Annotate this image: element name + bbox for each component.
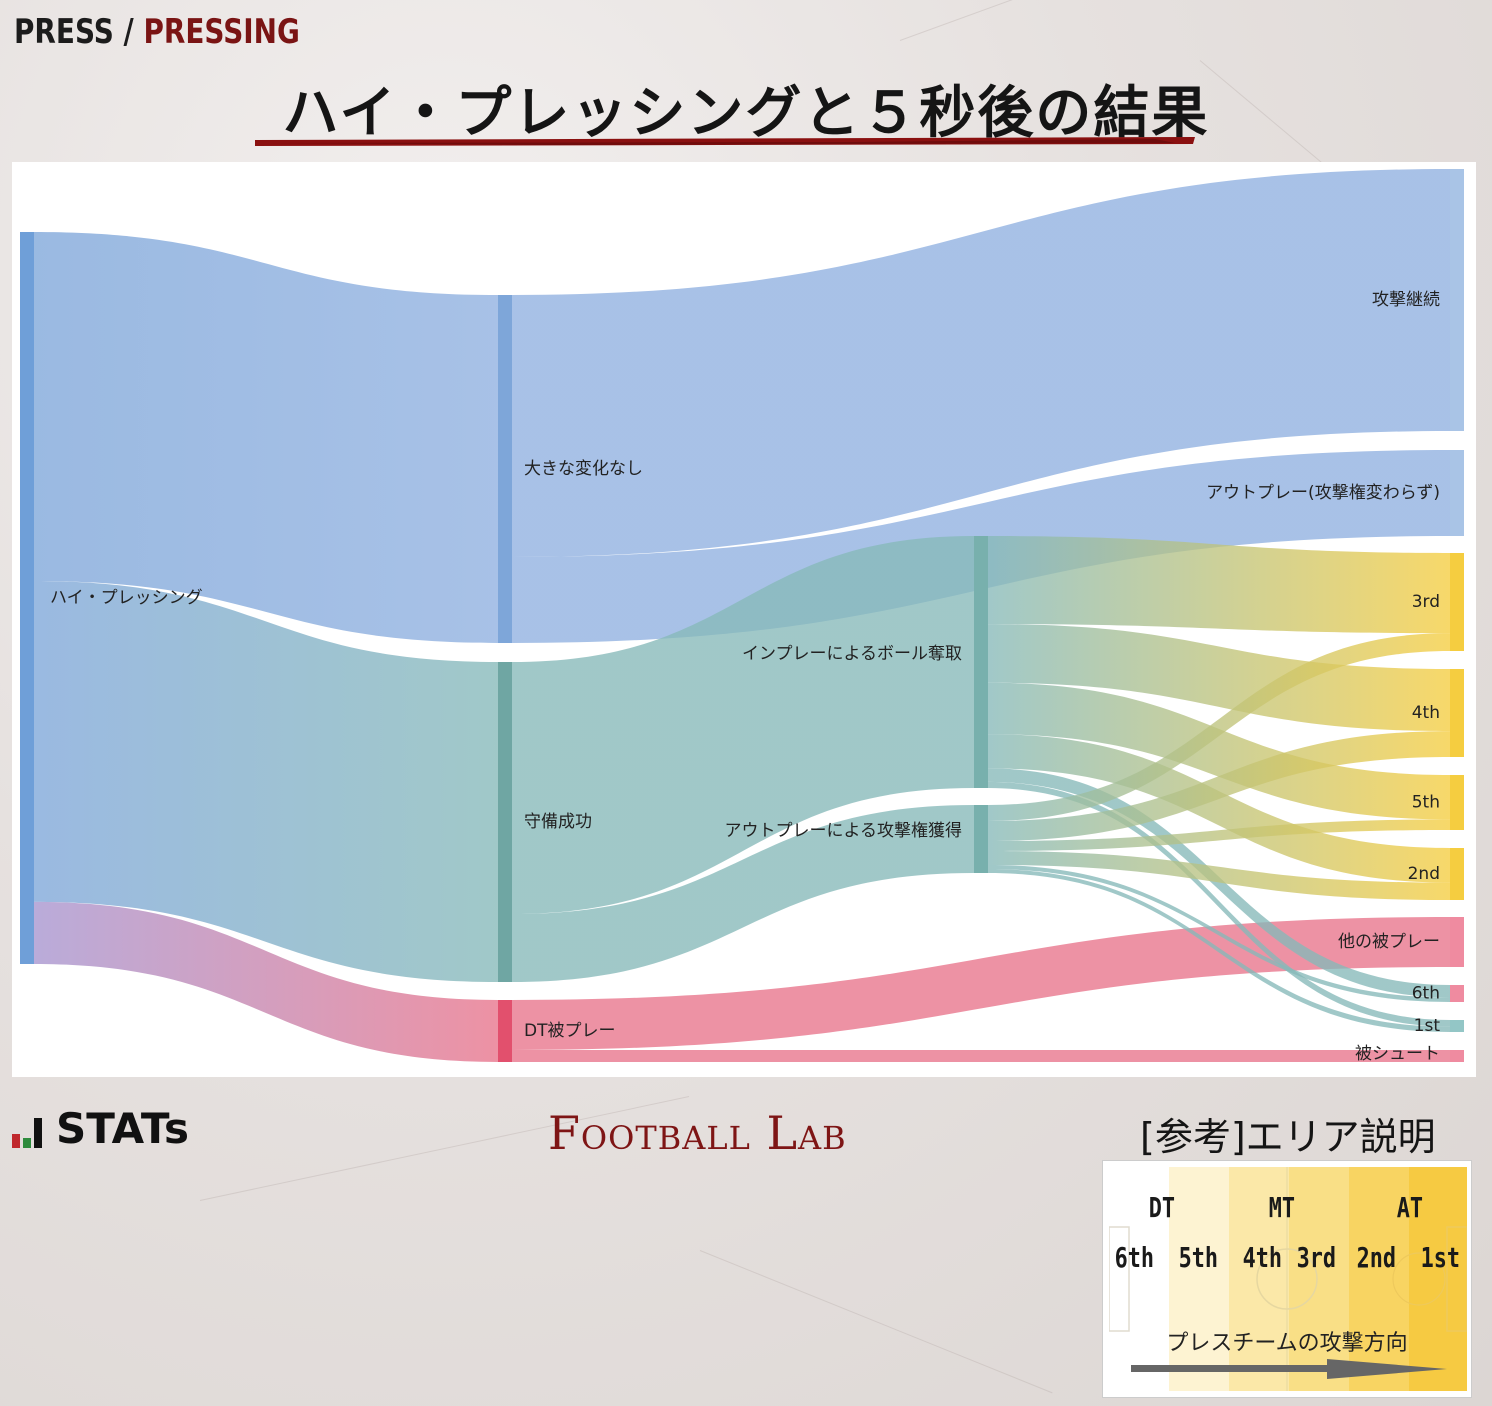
marble-vein (899, 0, 1183, 41)
node-label-z1: 1st (1414, 1016, 1441, 1036)
attack-direction-arrow-icon (1131, 1359, 1447, 1379)
zone-label-4th: 4th (1242, 1241, 1283, 1274)
stats-logo: STATs (12, 1104, 189, 1153)
zone-label-1st: 1st (1420, 1241, 1461, 1274)
link-hp-to-dt (34, 901, 498, 1062)
node-bar-op[interactable] (974, 805, 988, 873)
node-label-ac: 攻撃継続 (1372, 290, 1440, 310)
node-label-op: アウトプレーによる攻撃権獲得 (725, 821, 963, 841)
nodes-layer (20, 169, 1464, 1062)
node-label-z2: 2nd (1408, 864, 1440, 884)
link-ip-to-z5 (988, 682, 1450, 820)
stats-logo-text: STATs (56, 1104, 189, 1153)
link-ip-to-z2 (988, 734, 1450, 883)
link-op-to-z6 (988, 865, 1450, 1002)
stats-bars-icon (12, 1114, 42, 1148)
zone-label-dt: DT (1148, 1191, 1176, 1224)
node-label-z6: 6th (1412, 984, 1440, 1004)
node-bar-z3[interactable] (1450, 553, 1464, 651)
link-ip-to-z1 (988, 781, 1450, 1027)
node-bar-nc[interactable] (498, 295, 512, 643)
link-op-to-z1 (988, 869, 1450, 1032)
node-bar-z4[interactable] (1450, 669, 1464, 757)
node-label-z4: 4th (1412, 703, 1440, 723)
link-op-to-z4 (988, 731, 1450, 841)
node-label-dt: DT被プレー (524, 1021, 615, 1041)
pitch-lines-icon (1109, 1167, 1467, 1391)
title-brush-underline (255, 137, 1195, 146)
zone-label-at: AT (1396, 1191, 1424, 1224)
node-bar-ap[interactable] (1450, 450, 1464, 536)
sankey-chart-panel: ハイ・プレッシング 大きな変化なし 守備成功 DT被プレー インプレーによるボール奪取ア… (12, 162, 1476, 1077)
link-hp-to-nc (34, 232, 498, 643)
node-bar-ds[interactable] (498, 662, 512, 982)
link-ds-to-op (512, 805, 974, 982)
node-bar-z6[interactable] (1450, 985, 1464, 1002)
area-explanation-pitch: DT MT AT 6th 5th 4th 3rd 2nd 1st プレスチームの… (1102, 1160, 1472, 1398)
link-ip-to-z3 (988, 536, 1450, 634)
link-op-to-z5 (988, 819, 1450, 851)
link-op-to-z2 (988, 851, 1450, 900)
link-dt-to-ot (512, 917, 1450, 1050)
reference-title: [参考]エリア説明 (1140, 1115, 1436, 1159)
node-bar-ot[interactable] (1450, 917, 1464, 967)
node-bar-z5[interactable] (1450, 775, 1464, 830)
tag-press: PRESS / (14, 12, 134, 52)
node-label-ot: 他の被プレー (1338, 932, 1440, 952)
marble-vein (699, 1250, 1053, 1394)
zone-label-3rd: 3rd (1296, 1241, 1337, 1274)
node-label-sh: 被シュート (1355, 1044, 1440, 1064)
link-op-to-z3 (988, 633, 1450, 821)
node-label-z3: 3rd (1412, 592, 1440, 612)
press-pressing-tag: PRESS / PRESSING (14, 12, 300, 52)
node-bar-z1[interactable] (1450, 1020, 1464, 1032)
attack-direction-label: プレスチームの攻撃方向 (1166, 1331, 1408, 1356)
link-ip-to-z6 (988, 768, 1450, 998)
node-label-nc: 大きな変化なし (524, 459, 643, 479)
zone-label-6th: 6th (1114, 1241, 1155, 1274)
link-hp-to-ds (34, 580, 498, 982)
tag-pressing: PRESSING (143, 12, 300, 52)
node-label-hp: ハイ・プレッシング (50, 588, 203, 608)
node-bar-ip[interactable] (974, 536, 988, 788)
zone-5th-fill (1169, 1167, 1229, 1391)
node-bar-dt[interactable] (498, 1000, 512, 1062)
zone-2nd-fill (1349, 1167, 1409, 1391)
links-layer (34, 169, 1450, 1062)
node-bar-sh[interactable] (1450, 1050, 1464, 1062)
zone-label-mt: MT (1268, 1191, 1296, 1224)
zone-6th-fill (1109, 1167, 1169, 1391)
link-ds-to-ip (512, 536, 974, 914)
node-label-ap: アウトプレー(攻撃権変わらず) (1206, 483, 1440, 503)
node-bar-z2[interactable] (1450, 848, 1464, 900)
node-bar-ac[interactable] (1450, 169, 1464, 431)
node-label-z5: 5th (1412, 793, 1440, 813)
football-lab-logo: Football Lab (548, 1106, 847, 1160)
sankey-diagram: ハイ・プレッシング大きな変化なし守備成功DT被プレーインプレーによるボール奪取ア… (20, 169, 1464, 1064)
node-label-ip: インプレーによるボール奪取 (742, 644, 962, 664)
link-nc-to-ac (512, 169, 1450, 557)
page-title: ハイ・プレッシングと５秒後の結果 (282, 81, 1210, 146)
labels-layer: ハイ・プレッシング大きな変化なし守備成功DT被プレーインプレーによるボール奪取ア… (50, 290, 1440, 1064)
zone-4th-fill (1229, 1167, 1289, 1391)
link-dt-to-sh (512, 1050, 1450, 1062)
zone-label-5th: 5th (1178, 1241, 1219, 1274)
link-ip-to-z4 (988, 624, 1450, 732)
zone-1st-fill (1409, 1167, 1467, 1391)
node-bar-hp[interactable] (20, 232, 34, 964)
zone-3rd-fill (1289, 1167, 1349, 1391)
zone-label-2nd: 2nd (1356, 1241, 1397, 1274)
node-label-ds: 守備成功 (524, 812, 592, 832)
